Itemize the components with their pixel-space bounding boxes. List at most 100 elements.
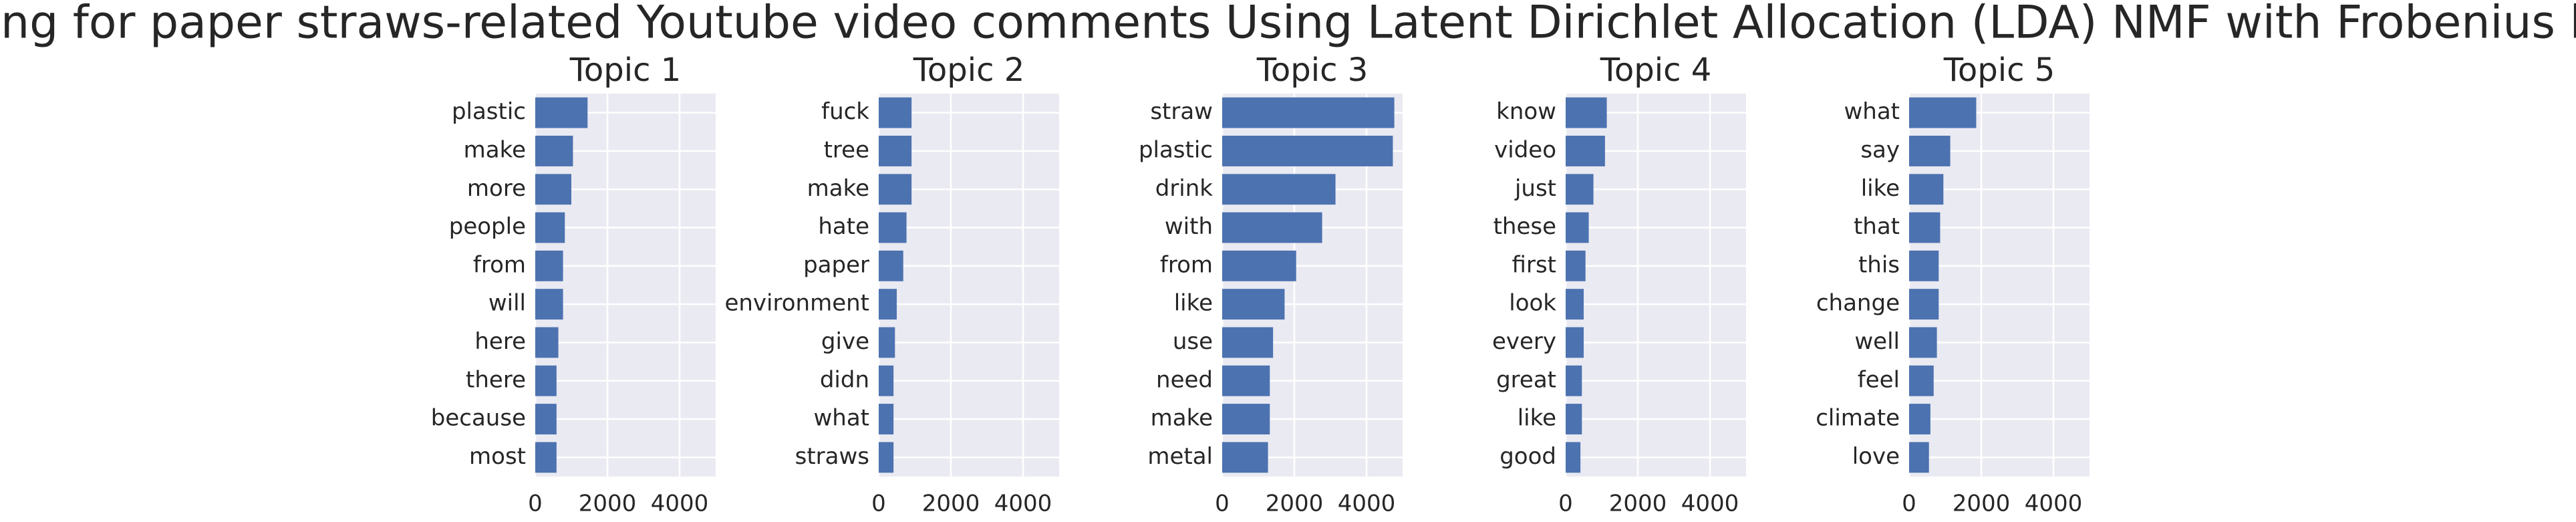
- bar: [1222, 250, 1296, 281]
- y-tick-label: what: [1844, 98, 1900, 125]
- y-tick-label: will: [488, 290, 526, 317]
- bar: [1222, 174, 1336, 205]
- bar: [1222, 289, 1285, 320]
- y-tick-label: plastic: [1139, 136, 1213, 163]
- bar: [1909, 97, 1977, 128]
- x-tick-label: 4000: [1681, 491, 1739, 517]
- x-tick-label: 4000: [1338, 491, 1396, 517]
- y-tick-label: hate: [818, 213, 869, 240]
- y-tick-label: here: [474, 328, 526, 355]
- y-tick-label: what: [813, 405, 869, 432]
- bar: [879, 212, 907, 243]
- bar: [1566, 289, 1584, 320]
- y-tick-label: just: [1514, 175, 1556, 202]
- y-tick-label: love: [1852, 443, 1900, 470]
- bar: [535, 97, 588, 128]
- bar: [879, 136, 912, 166]
- bar: [1909, 250, 1939, 281]
- y-tick-label: metal: [1147, 443, 1213, 470]
- bar: [1222, 404, 1270, 434]
- bar: [1222, 97, 1395, 128]
- y-tick-label: environment: [724, 290, 869, 317]
- bar: [535, 442, 557, 473]
- y-tick-label: tree: [824, 136, 869, 163]
- x-tick-label: 0: [871, 491, 886, 517]
- y-tick-label: from: [1160, 251, 1213, 278]
- bar: [535, 136, 573, 166]
- x-tick-label: 2000: [579, 491, 637, 517]
- y-tick-label: straws: [795, 443, 869, 470]
- x-tick-label: 4000: [651, 491, 709, 517]
- bar: [1222, 212, 1322, 243]
- y-tick-label: well: [1854, 328, 1900, 355]
- y-tick-label: look: [1509, 290, 1556, 317]
- y-tick-label: video: [1494, 136, 1556, 163]
- bar: [1222, 327, 1274, 358]
- figure-title: Topic modeling for paper straws-related …: [0, 0, 2576, 49]
- bar: [1566, 365, 1582, 396]
- bar: [879, 365, 894, 396]
- chart-title: Topic 5: [1943, 51, 2055, 89]
- y-tick-label: good: [1499, 443, 1556, 470]
- bar: [879, 327, 895, 358]
- bar: [1566, 404, 1582, 434]
- bar: [1909, 136, 1951, 166]
- y-tick-label: know: [1496, 98, 1556, 125]
- x-tick-label: 2000: [1266, 491, 1324, 517]
- bar: [535, 212, 565, 243]
- bar: [1909, 365, 1934, 396]
- x-tick-label: 4000: [2025, 491, 2083, 517]
- chart-title: Topic 1: [569, 51, 682, 89]
- y-tick-label: drink: [1155, 175, 1213, 202]
- y-tick-label: use: [1173, 328, 1213, 355]
- y-tick-label: people: [449, 213, 526, 240]
- bar: [879, 404, 894, 434]
- bar: [1566, 212, 1589, 243]
- bar: [1566, 174, 1594, 205]
- bar: [1909, 442, 1929, 473]
- bar: [535, 250, 563, 281]
- x-tick-label: 0: [528, 491, 543, 517]
- y-tick-label: need: [1156, 366, 1213, 393]
- y-tick-label: like: [1174, 290, 1213, 317]
- y-tick-label: make: [1151, 405, 1213, 432]
- x-tick-label: 2000: [922, 491, 980, 517]
- y-tick-label: climate: [1816, 405, 1900, 432]
- x-tick-label: 2000: [1609, 491, 1667, 517]
- bar: [535, 404, 557, 434]
- bar: [535, 174, 571, 205]
- y-tick-label: change: [1816, 290, 1900, 317]
- y-tick-label: from: [473, 251, 526, 278]
- x-tick-label: 0: [1558, 491, 1573, 517]
- chart-title: Topic 4: [1600, 51, 1712, 89]
- bar: [1222, 365, 1270, 396]
- bar: [1909, 404, 1930, 434]
- bar: [1909, 327, 1937, 358]
- y-tick-label: more: [467, 175, 526, 202]
- y-tick-label: say: [1860, 136, 1900, 163]
- y-tick-label: first: [1512, 251, 1556, 278]
- y-tick-label: paper: [803, 251, 869, 278]
- y-tick-label: most: [469, 443, 526, 470]
- y-tick-label: every: [1492, 328, 1556, 355]
- y-tick-label: plastic: [452, 98, 526, 125]
- bar: [535, 327, 559, 358]
- y-tick-label: didn: [820, 366, 869, 393]
- bar: [879, 174, 912, 205]
- bar: [535, 365, 557, 396]
- y-tick-label: make: [807, 175, 869, 202]
- bar: [1566, 97, 1607, 128]
- y-tick-label: feel: [1858, 366, 1900, 393]
- bar: [1909, 289, 1939, 320]
- bar: [535, 289, 563, 320]
- x-tick-label: 0: [1215, 491, 1230, 517]
- y-tick-label: that: [1854, 213, 1900, 240]
- bar: [1566, 250, 1586, 281]
- bar: [879, 250, 903, 281]
- y-tick-label: give: [821, 328, 869, 355]
- bar: [1566, 136, 1605, 166]
- y-tick-label: there: [466, 366, 526, 393]
- bar: [879, 442, 894, 473]
